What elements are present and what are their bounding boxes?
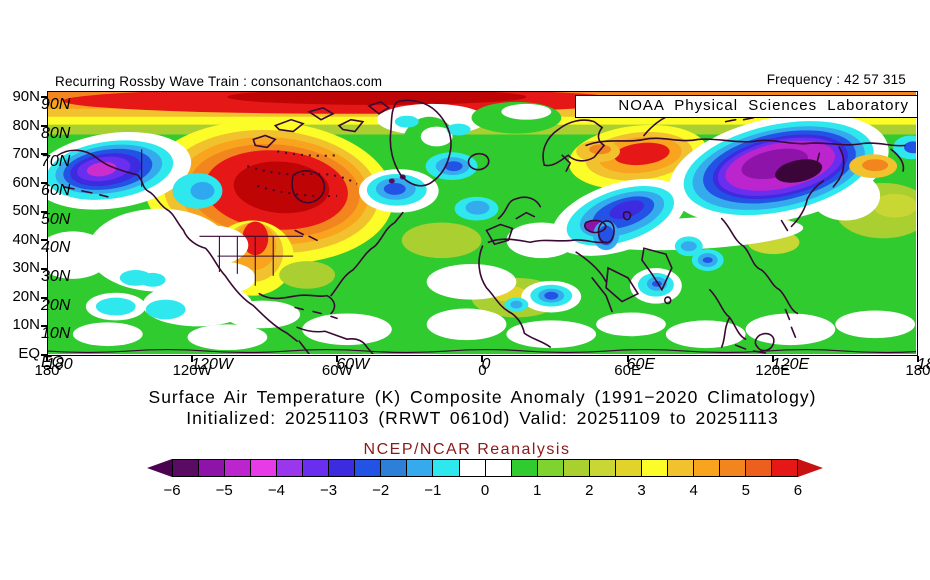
colorbar-right-arrow (798, 459, 823, 477)
coastlines (48, 99, 916, 354)
cold-spot-egypt (504, 280, 582, 313)
lat-label: 70N (12, 145, 40, 163)
lat-tick: 50N (41, 210, 70, 228)
colorbar-tick-label: −3 (319, 482, 338, 499)
colorbar-tick-label: 6 (793, 482, 803, 499)
lon-label: 120W (172, 362, 212, 379)
colorbar-tick-label: 0 (480, 482, 490, 499)
colorbar-cell (692, 459, 719, 477)
colorbar-cell (224, 459, 251, 477)
cold-spot-alaska-panhandle (172, 173, 223, 209)
colorbar-cell (510, 459, 537, 477)
cold-spot-india (629, 267, 682, 304)
lat-tick: 90N (41, 96, 70, 113)
header-right-text: Frequency : 42 57 315 (766, 72, 906, 87)
lon-label: 60W (321, 362, 353, 379)
colorbar-cell (250, 459, 277, 477)
colorbar-cell (562, 459, 589, 477)
colorbar-tick-label: −5 (215, 482, 233, 499)
colorbar-tick-label: 4 (689, 482, 698, 499)
lat-label: 80N (12, 116, 40, 134)
colorbar-cell (666, 459, 693, 477)
chart-subtitle: Initialized: 20251103 (RRWT 0610d) Valid… (186, 408, 779, 428)
lat-label: 20N (12, 287, 40, 305)
colorbar-cell (406, 459, 433, 477)
lat-label: 60N (12, 173, 40, 191)
colorbar-cell (198, 459, 225, 477)
lat-tick: 40N (41, 239, 70, 256)
warm-spot-chukotka (849, 154, 898, 179)
cold-spot-tibet (674, 236, 724, 271)
lon-label: 120E (755, 362, 791, 379)
colorbar-cell (588, 459, 615, 477)
cold-spots-tropical-pacific (85, 269, 186, 321)
cold-spots-north-atlantic (358, 152, 499, 221)
lon-label: 180 (34, 362, 60, 379)
cold-spot-right-edge (893, 135, 916, 160)
lat-label: 90N (12, 88, 40, 105)
colorbar-tick-label: −6 (163, 482, 181, 499)
lat-tick: 80N (41, 124, 70, 142)
colorbar-tick-labels: −6 −5 −4 −3 −2 −1 0 1 2 3 4 5 6 (146, 482, 824, 499)
lat-label: 50N (12, 202, 40, 220)
lat-tick: 60N (41, 181, 70, 199)
colorbar-tick-label: −1 (424, 482, 442, 499)
colorbar-tick-label: 2 (585, 482, 594, 499)
lon-label: 180 (905, 362, 930, 379)
lat-label: 30N (12, 259, 40, 277)
lat-label: 40N (12, 230, 40, 248)
colorbar-left-arrow (147, 459, 172, 477)
data-source-label: NCEP/NCAR Reanalysis (363, 441, 571, 458)
colorbar-cell (640, 459, 667, 477)
colorbar-cell (458, 459, 485, 477)
colorbar-cell (432, 459, 459, 477)
colorbar-tick-label: 3 (637, 482, 646, 499)
lat-axis-labels: 90N 80N 70N 60N 50N 40N 30N 20N 10N EQ (4, 89, 40, 362)
lat-tick: 10N (41, 325, 70, 342)
colorbar-tick-label: 1 (533, 482, 542, 499)
lon-label: 60E (614, 362, 641, 379)
colorbar-cell (380, 459, 407, 477)
chart-title: Surface Air Temperature (K) Composite An… (148, 387, 817, 407)
header-left-text: Recurring Rossby Wave Train : consonantc… (55, 74, 383, 89)
anomaly-map-frame (47, 91, 918, 356)
colorbar-cell (328, 459, 355, 477)
colorbar-tick-label: 5 (741, 482, 750, 499)
colorbar-cell (718, 459, 746, 477)
colorbar-tick-label: −4 (267, 482, 285, 499)
political-borders (141, 149, 358, 286)
colorbar-cell (302, 459, 329, 477)
colorbar-cell (172, 459, 199, 477)
lat-tick: 30N (41, 267, 70, 285)
colorbar-cell (771, 459, 799, 477)
anomaly-map (48, 92, 916, 354)
lon-axis-labels: 180 120W 60W 0 60E 120E 180 (25, 362, 930, 379)
colorbar-tick-label: −2 (372, 482, 390, 499)
lon-label: 0 (478, 362, 487, 379)
lat-label: 10N (12, 316, 40, 334)
warm-anomaly-canada (144, 120, 394, 264)
noaa-psl-banner: NOAA Physical Sciences Laboratory (575, 95, 918, 118)
colorbar-cell (354, 459, 381, 477)
lat-tick: 20N (41, 296, 70, 314)
lat-tick: 70N (41, 153, 70, 170)
colorbar-cell (745, 459, 772, 477)
cold-anomaly-east-siberia (669, 113, 889, 225)
colorbar-cell (276, 459, 303, 477)
colorbar-cell (536, 459, 563, 477)
colorbar-cell (484, 459, 511, 477)
colorbar-cell (614, 459, 641, 477)
colorbar (172, 459, 799, 477)
lat-label: EQ (18, 344, 40, 362)
